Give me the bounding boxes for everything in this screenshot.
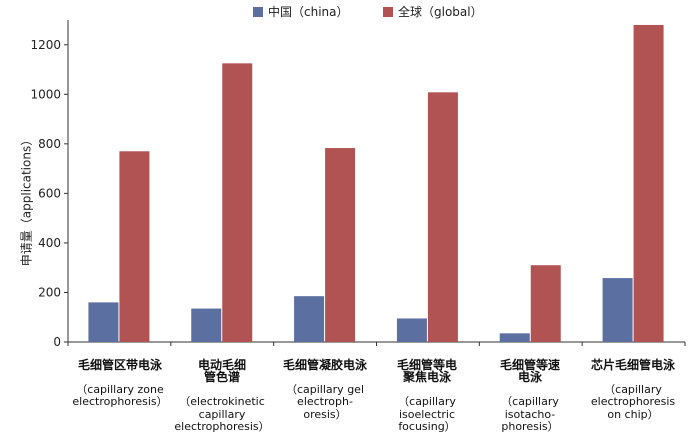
- category-label-en: （electrokinetic capillary electrophoresi…: [174, 395, 270, 433]
- y-axis-label: 申请量（applications）: [19, 133, 34, 267]
- y-tick-label: 400: [38, 236, 61, 250]
- bar-china: [396, 318, 427, 342]
- legend-item-global: 全球（global）: [383, 3, 483, 20]
- category-label-en: （capillary electrophoresis on chip）: [590, 382, 676, 421]
- legend-label-china: 中国（china）: [268, 5, 349, 19]
- legend-swatch-global: [383, 6, 393, 17]
- bar-global: [633, 24, 664, 342]
- bars: [88, 24, 664, 342]
- axes: [67, 20, 686, 346]
- legend-item-china: 中国（china）: [253, 3, 349, 20]
- bar-global: [530, 265, 561, 342]
- legend: 中国（china） 全球（global）: [0, 3, 700, 23]
- y-tick-label: 1000: [30, 87, 61, 101]
- category-label-cn: 芯片毛细管电泳: [590, 357, 675, 372]
- bar-china: [191, 308, 222, 342]
- bar-chart: 0 200 400 600 800 1000 1200: [30, 20, 686, 349]
- bar-china: [294, 296, 325, 342]
- category-label-en: （capillary gel electroph- oresis）: [285, 382, 364, 421]
- category-label-cn: 毛细管等电 聚焦电泳: [396, 357, 457, 384]
- bar-global: [427, 92, 458, 342]
- bar-china: [602, 278, 633, 342]
- category-label: 毛细管等速 电泳 （capillary isotacho- phoresis）: [475, 346, 585, 446]
- bar-global: [119, 151, 150, 342]
- category-label: 芯片毛细管电泳 （capillary electrophoresis on ch…: [578, 346, 688, 434]
- category-label-cn: 电动毛细 管色谱: [197, 357, 246, 384]
- bar-china: [88, 302, 119, 342]
- bar-china: [499, 333, 530, 342]
- category-label-en: （capillary isotacho- phoresis）: [501, 395, 559, 433]
- category-label: 毛细管等电 聚焦电泳 （capillary isoelectric focusi…: [372, 346, 482, 446]
- category-label-cn: 毛细管区带电泳: [77, 357, 162, 372]
- legend-label-global: 全球（global）: [398, 5, 483, 19]
- y-tick-label: 1200: [30, 38, 61, 52]
- y-tick-label: 0: [53, 335, 61, 349]
- y-tick-label: 600: [38, 186, 61, 200]
- category-label: 毛细管凝胶电泳 （capillary gel electroph- oresis…: [270, 346, 380, 434]
- category-label: 毛细管区带电泳 （capillary zone electrophoresis）: [65, 346, 175, 421]
- category-label-en: （capillary isoelectric focusing）: [398, 395, 456, 433]
- category-label-en: （capillary zone electrophoresis）: [72, 382, 168, 408]
- y-tick-label: 200: [38, 285, 61, 299]
- y-ticks: 0 200 400 600 800 1000 1200: [30, 38, 68, 349]
- legend-swatch-china: [253, 6, 263, 17]
- category-label-cn: 毛细管凝胶电泳: [282, 357, 367, 372]
- y-tick-label: 800: [38, 137, 61, 151]
- category-label: 电动毛细 管色谱 （electrokinetic capillary elect…: [167, 346, 277, 446]
- category-label-cn: 毛细管等速 电泳: [499, 357, 560, 384]
- bar-global: [222, 63, 253, 342]
- bar-global: [325, 148, 356, 342]
